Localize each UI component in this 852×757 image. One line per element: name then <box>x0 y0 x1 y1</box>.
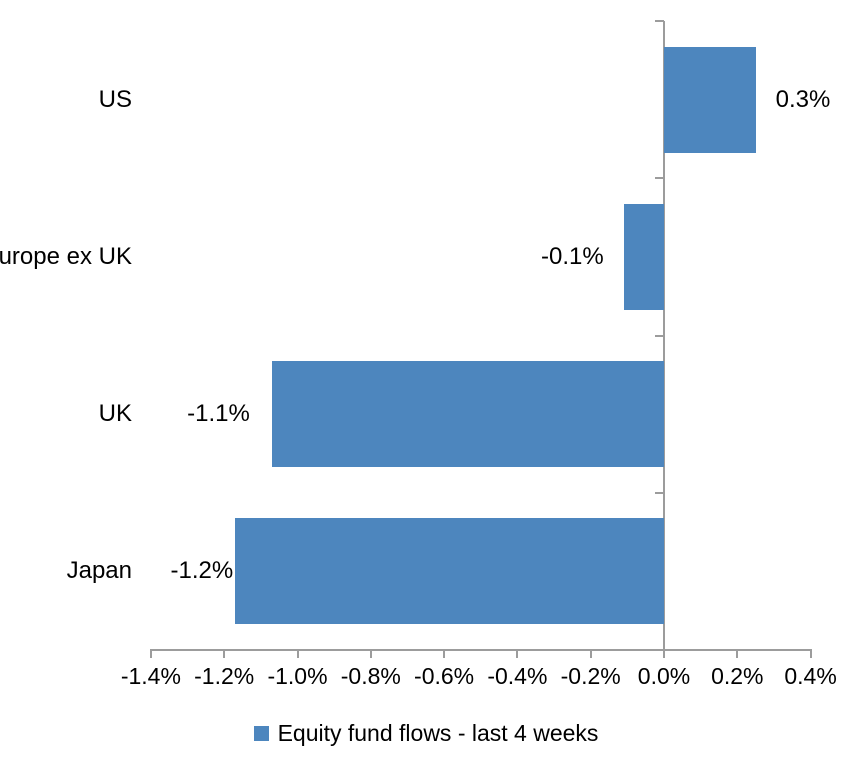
category-label-us: US <box>98 85 132 113</box>
x-tick-label-0-4: 0.4% <box>784 663 837 689</box>
x-axis-tick-mark-4 <box>443 649 446 658</box>
category-axis-tick-mark-1 <box>655 177 664 180</box>
x-axis-tick-mark-6 <box>589 649 592 658</box>
x-axis-tick-mark-3 <box>369 649 372 658</box>
category-axis-tick-mark-2 <box>655 334 664 337</box>
legend-marker-icon <box>253 725 269 741</box>
bar-uk <box>271 361 664 468</box>
category-label-japan: Japan <box>66 557 132 585</box>
category-axis-tick-mark-0 <box>655 20 664 22</box>
x-axis-tick-mark-0 <box>149 649 152 658</box>
bar-japan <box>235 518 664 625</box>
x-axis-tick-mark-2 <box>296 649 299 658</box>
category-label-europe-ex-uk: Europe ex UK <box>0 242 132 270</box>
x-tick-label-1-2: -1.2% <box>194 663 255 689</box>
x-axis-tick-mark-1 <box>223 649 226 658</box>
legend-label: Equity fund flows - last 4 weeks <box>277 720 599 746</box>
x-axis-tick-mark-7 <box>663 649 665 658</box>
data-label-uk: -1.1% <box>187 400 250 428</box>
x-tick-label-0-6: -0.6% <box>414 663 475 689</box>
x-axis-tick-mark-5 <box>516 649 519 658</box>
chart-legend: Equity fund flows - last 4 weeks <box>0 719 852 747</box>
x-tick-label-0-0: 0.0% <box>637 663 691 689</box>
x-tick-label-0-2: -0.2% <box>560 663 621 689</box>
bar-europe-ex-uk <box>623 203 664 310</box>
x-axis-tick-mark-8 <box>736 649 739 658</box>
x-tick-label-1-0: -1.0% <box>267 663 328 689</box>
value-axis-line <box>150 649 811 651</box>
x-axis-tick-mark-9 <box>809 649 812 658</box>
x-tick-label-0-8: -0.8% <box>340 663 401 689</box>
data-label-japan: -1.2% <box>170 557 234 585</box>
data-label-europe-ex-uk: -0.1% <box>540 242 604 270</box>
x-tick-label-0-4: -0.4% <box>487 663 548 689</box>
data-label-us: 0.3% <box>775 85 831 113</box>
category-axis-line <box>663 21 665 651</box>
category-axis-tick-mark-3 <box>655 491 664 494</box>
x-tick-label-0-2: 0.2% <box>711 663 764 689</box>
bar-us <box>664 46 756 153</box>
x-tick-label-1-4: -1.4% <box>120 663 181 689</box>
category-label-uk: UK <box>98 400 132 428</box>
